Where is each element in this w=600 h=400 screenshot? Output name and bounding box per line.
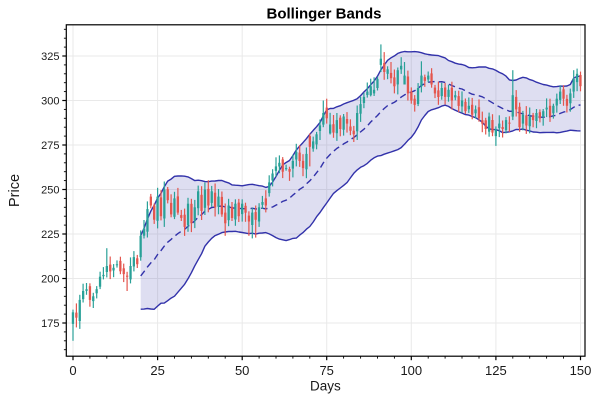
svg-text:225: 225: [41, 229, 59, 241]
svg-text:75: 75: [319, 363, 333, 378]
svg-text:25: 25: [150, 363, 164, 378]
svg-text:125: 125: [485, 363, 507, 378]
svg-text:100: 100: [400, 363, 422, 378]
svg-text:300: 300: [41, 95, 59, 107]
svg-text:Days: Days: [310, 379, 341, 394]
svg-text:250: 250: [41, 184, 59, 196]
svg-text:50: 50: [235, 363, 249, 378]
svg-text:325: 325: [41, 51, 59, 63]
svg-text:0: 0: [69, 363, 76, 378]
svg-text:Bollinger Bands: Bollinger Bands: [266, 6, 381, 23]
svg-text:175: 175: [41, 318, 59, 330]
svg-text:Price: Price: [7, 174, 23, 207]
svg-text:200: 200: [41, 273, 59, 285]
svg-text:275: 275: [41, 140, 59, 152]
svg-text:150: 150: [570, 363, 592, 378]
